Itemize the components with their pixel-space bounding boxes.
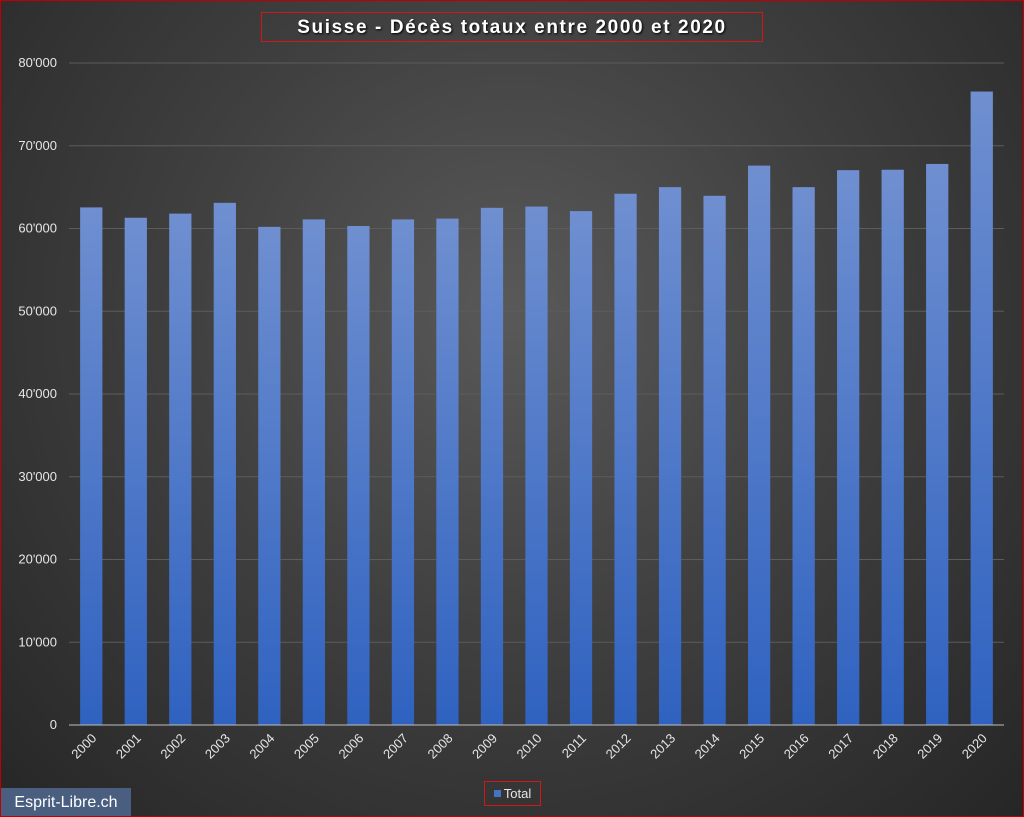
bar-2005: [302, 219, 326, 725]
bar-2015: [747, 165, 771, 726]
x-tick-label: 2001: [113, 731, 144, 762]
bar-2006: [347, 226, 370, 725]
x-tick-label: 2020: [959, 731, 990, 762]
x-tick-label: 2012: [603, 731, 634, 762]
bar-2003: [213, 202, 236, 725]
y-tick-label: 40'000: [18, 386, 57, 401]
x-tick-label: 2011: [559, 731, 589, 761]
bar-2011: [569, 211, 593, 725]
bar-2008: [436, 218, 459, 725]
y-tick-label: 80'000: [18, 55, 57, 70]
legend: Total: [484, 781, 541, 806]
x-tick-label: 2019: [914, 731, 945, 762]
y-axis-ticks: 0 10'000 20'000 30'000 40'000 50'000 60'000 70'…: [18, 55, 57, 732]
watermark-text: Esprit-Libre.ch: [14, 794, 118, 811]
x-tick-label: 2006: [335, 731, 366, 762]
chart-title-box: Suisse - Décès totaux entre 2000 et 2020: [261, 12, 763, 42]
x-tick-label: 2004: [246, 731, 277, 762]
y-tick-label: 70'000: [18, 138, 57, 153]
y-tick-label: 20'000: [18, 552, 57, 567]
watermark: Esprit-Libre.ch: [1, 788, 131, 816]
x-tick-label: 2005: [291, 731, 322, 762]
x-tick-label: 2015: [736, 731, 767, 762]
legend-swatch-total: [493, 790, 501, 797]
bar-2012: [614, 193, 637, 725]
bar-2017: [837, 170, 860, 725]
x-tick-label: 2009: [469, 731, 500, 762]
bar-2016: [792, 187, 815, 725]
chart-title: Suisse - Décès totaux entre 2000 et 2020: [297, 17, 727, 38]
bar-2002: [169, 213, 192, 726]
bar-2001: [124, 217, 147, 725]
x-tick-label: 2008: [425, 731, 456, 762]
y-tick-label: 0: [50, 717, 57, 732]
x-tick-label: 2018: [870, 731, 901, 762]
bars: [80, 91, 993, 726]
bar-2014: [703, 195, 726, 726]
y-tick-label: 60'000: [18, 221, 57, 236]
y-tick-label: 50'000: [18, 303, 57, 318]
x-tick-label: 2017: [825, 731, 856, 762]
bar-2018: [881, 169, 904, 725]
x-tick-label: 2003: [202, 731, 233, 762]
x-tick-label: 2010: [514, 731, 545, 762]
x-tick-label: 2016: [781, 731, 812, 762]
x-tick-label: 2002: [157, 731, 188, 762]
bar-2013: [658, 187, 682, 725]
bar-2020: [970, 91, 993, 725]
x-tick-label: 2000: [68, 731, 99, 762]
bar-2010: [525, 206, 548, 726]
x-axis-ticks: 2000 2001 2002 2003 2004 2005 2006 2007 2008 2009…: [68, 731, 990, 762]
bar-2019: [926, 163, 949, 725]
x-tick-label: 2007: [380, 731, 411, 762]
y-tick-label: 30'000: [18, 469, 57, 484]
bar-2004: [258, 226, 281, 725]
y-tick-label: 10'000: [18, 634, 57, 649]
x-tick-label: 2014: [692, 731, 723, 762]
bar-2000: [80, 207, 103, 725]
x-tick-label: 2013: [647, 731, 678, 762]
bar-2007: [391, 219, 415, 725]
bar-2009: [480, 207, 504, 725]
legend-label-total: Total: [503, 786, 532, 801]
